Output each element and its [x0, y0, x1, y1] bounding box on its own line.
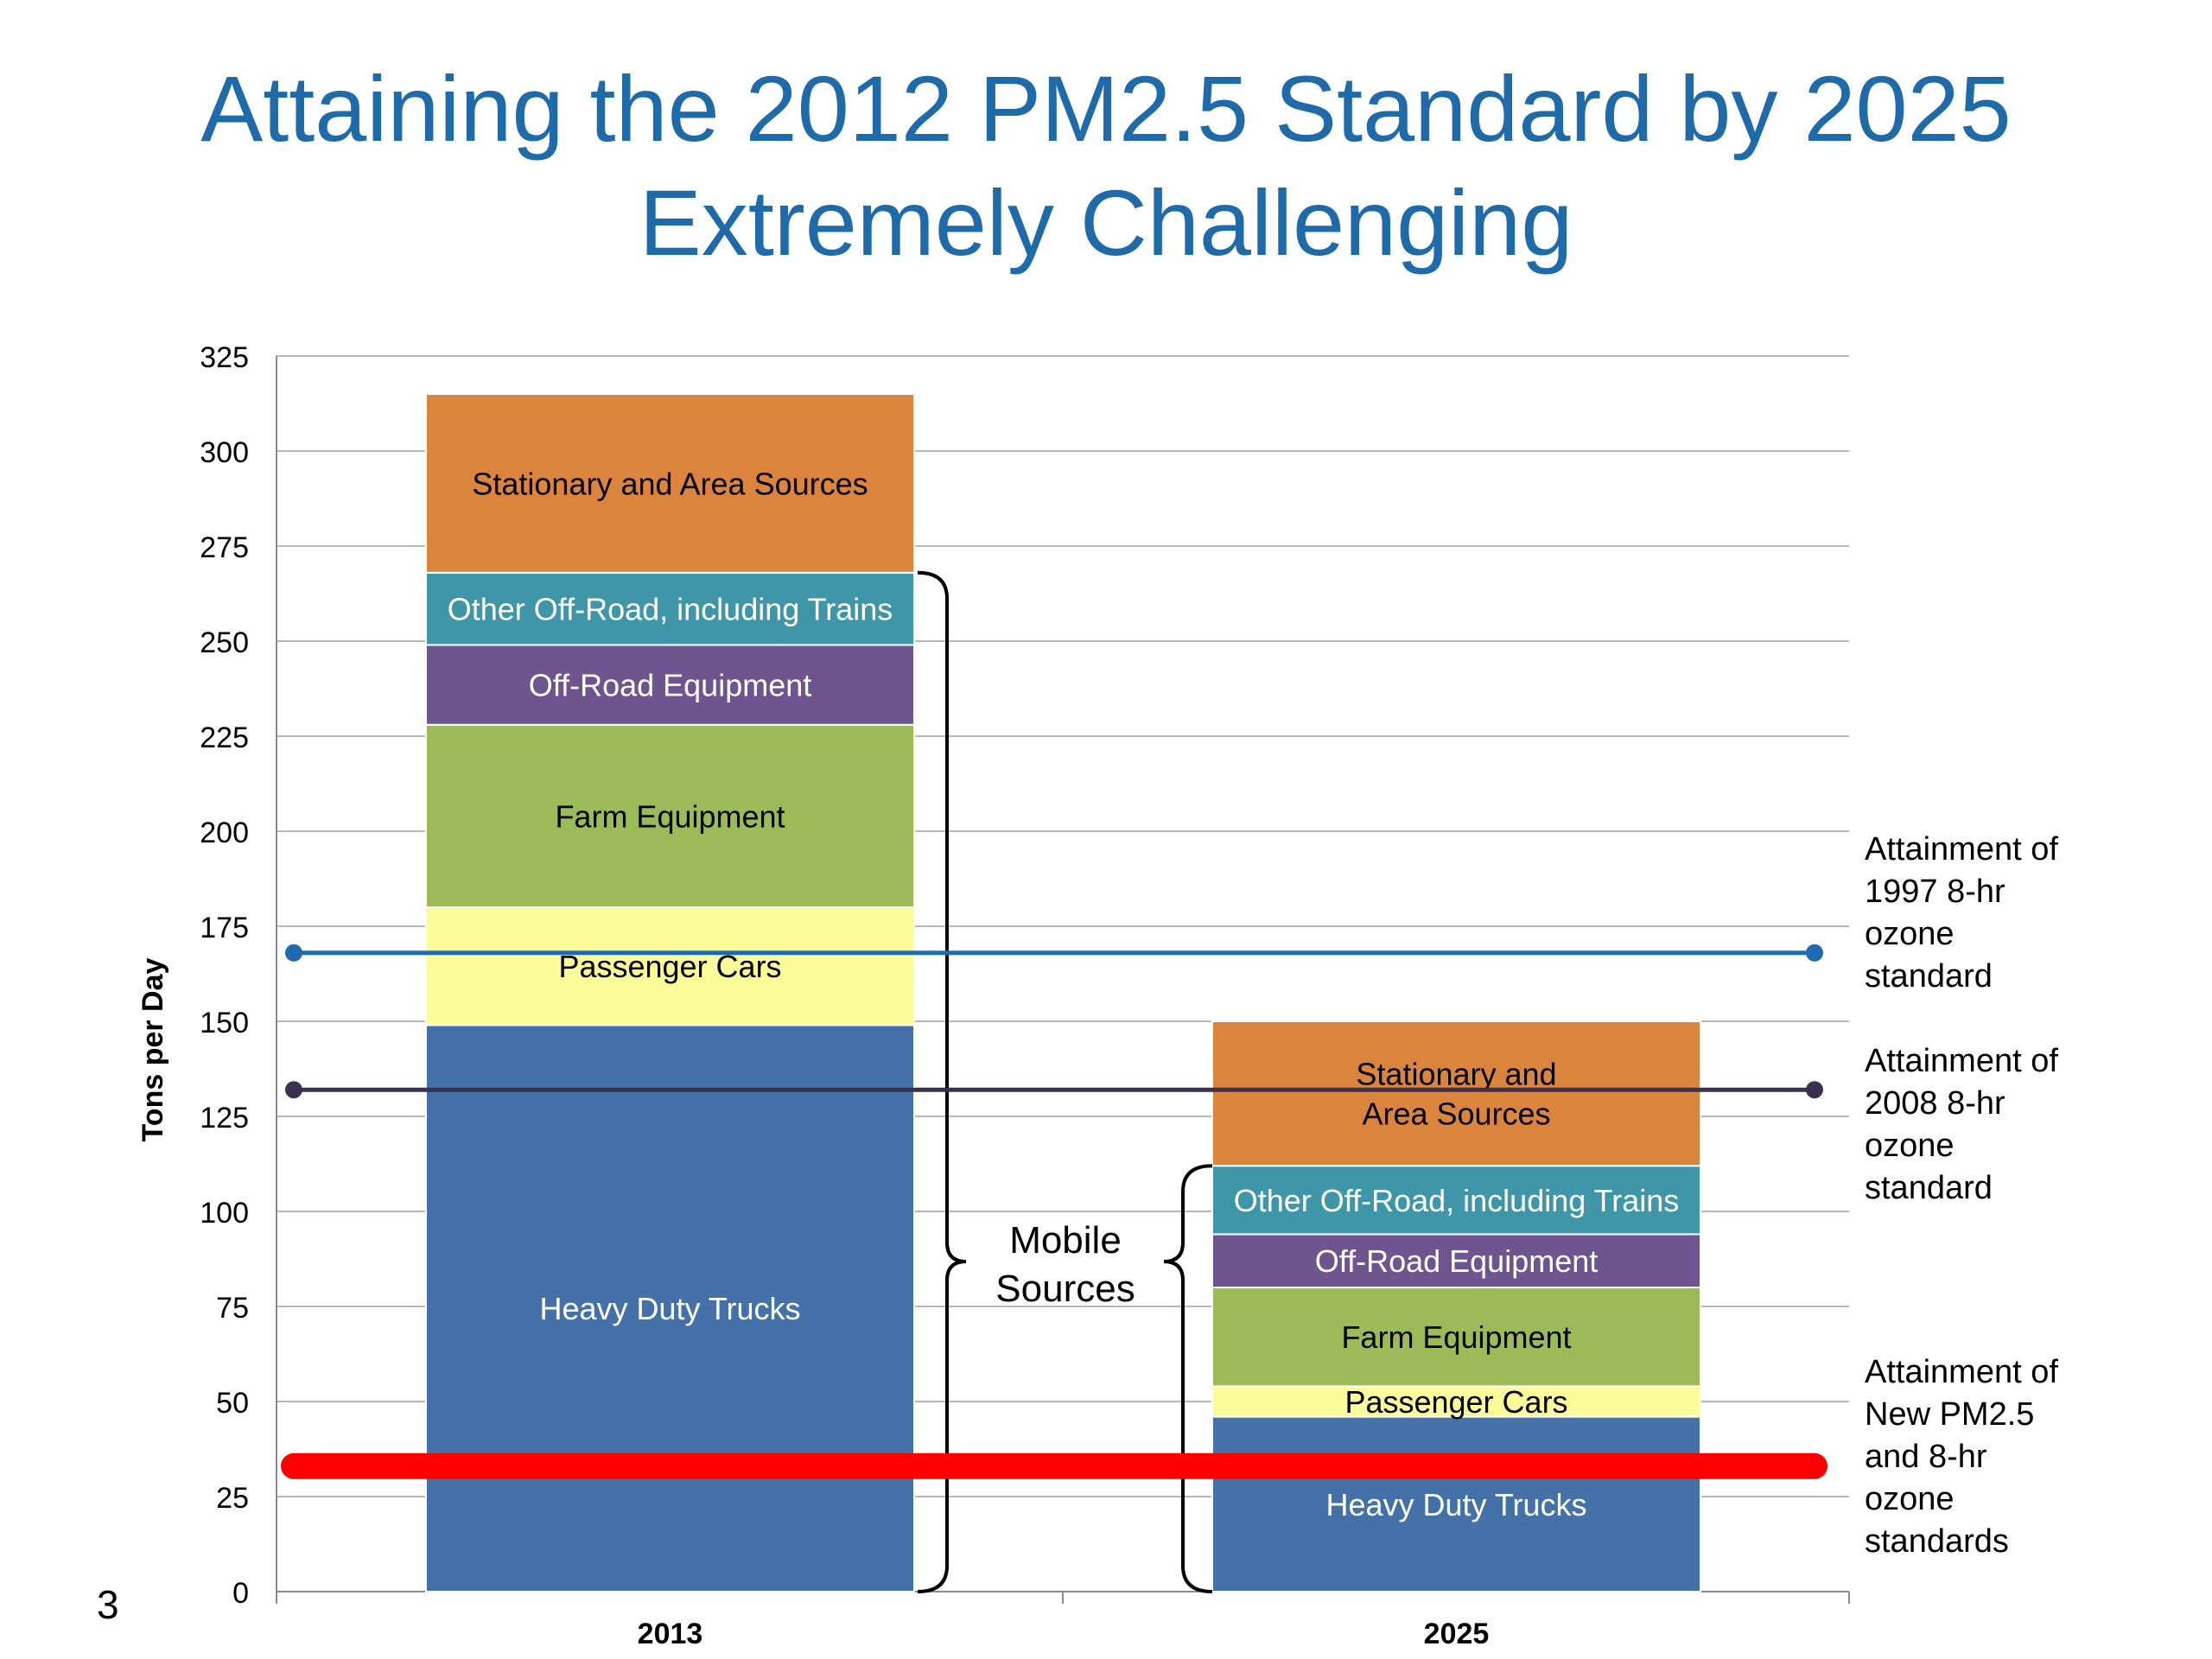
- y-tick-label-25: 25: [216, 1482, 249, 1515]
- x-tick-label-2013: 2013: [638, 1618, 703, 1650]
- bar-segment-farm-equipment-2025: [1211, 1287, 1701, 1388]
- reference-line-1-end-dot: [1806, 1081, 1823, 1099]
- reference-line-2-label-line-1: Attainment of: [1865, 1354, 2058, 1390]
- slide-title: Attaining the 2012 PM2.5 Standard by 202…: [0, 52, 2212, 280]
- bar-segment-passenger-cars-2013: [425, 906, 915, 1027]
- bar-segment-stationary-and-area-sources-2025: [1211, 1020, 1701, 1167]
- reference-line-2-label-line-3: and 8-hr: [1865, 1439, 1987, 1475]
- bar-label-heavy-duty-trucks-2013: Heavy Duty Trucks: [539, 1291, 800, 1326]
- y-axis-label: Tons per Day: [137, 957, 169, 1141]
- y-tick-label-0: 0: [232, 1577, 249, 1610]
- reference-line-0-end-dot: [1806, 944, 1823, 962]
- bar-segment-farm-equipment-2013: [425, 723, 915, 908]
- bar-segment-heavy-duty-trucks-2013: [425, 1024, 915, 1592]
- title-line-2: Extremely Challenging: [639, 170, 1573, 275]
- slide-page-number: 3: [97, 1582, 119, 1627]
- reference-line-0-label-line-1: Attainment of: [1865, 831, 2058, 868]
- bar-label-other-off-road-including-trains-2025: Other Off-Road, including Trains: [1234, 1183, 1680, 1218]
- reference-line-1-label-line-1: Attainment of: [1865, 1043, 2058, 1079]
- bar-label-passenger-cars-2025: Passenger Cars: [1344, 1384, 1567, 1420]
- y-tick-label-200: 200: [200, 817, 249, 849]
- y-tick-label-325: 325: [200, 341, 249, 374]
- reference-line-2-label-line-2: New PM2.5: [1865, 1396, 2034, 1433]
- reference-line-0-label-line-3: ozone: [1865, 916, 1955, 952]
- bar-segment-stationary-and-area-sources-2013: [425, 393, 915, 574]
- mobile-sources-bracket-2013: [917, 570, 967, 1593]
- bar-segment-off-road-equipment-2025: [1211, 1233, 1701, 1289]
- y-tick-label-75: 75: [216, 1292, 249, 1325]
- y-tick-label-100: 100: [200, 1197, 249, 1230]
- reference-line-2-label-line-4: ozone: [1865, 1481, 1955, 1517]
- reference-line-1-start-dot: [285, 1081, 302, 1099]
- mobile-sources-bracket-2025: [1163, 1164, 1213, 1593]
- bar-segment-heavy-duty-trucks-2025: [1211, 1415, 1701, 1592]
- mobile-sources-label-line-1: Mobile: [1009, 1219, 1122, 1262]
- y-tick-label-300: 300: [200, 436, 249, 469]
- reference-line-0-start-dot: [285, 944, 302, 962]
- y-tick-label-225: 225: [200, 721, 249, 754]
- y-tick-label-150: 150: [200, 1007, 249, 1039]
- bar-label-stationary-and-area-sources-2013: Stationary and Area Sources: [472, 466, 868, 501]
- bar-label-other-off-road-including-trains-2013: Other Off-Road, including Trains: [448, 592, 893, 627]
- bar-label-farm-equipment-2025: Farm Equipment: [1341, 1319, 1571, 1355]
- bar-segment-other-off-road-including-trains-2013: [425, 571, 915, 646]
- bar-label-stationary-and-area-sources-2025-line-2: Area Sources: [1362, 1096, 1550, 1132]
- mobile-sources-label-line-2: Sources: [995, 1268, 1135, 1310]
- bar-label-heavy-duty-trucks-2025: Heavy Duty Trucks: [1325, 1487, 1586, 1522]
- y-tick-label-50: 50: [216, 1387, 249, 1420]
- x-tick-label-2025: 2025: [1424, 1618, 1490, 1650]
- bar-label-off-road-equipment-2025: Off-Road Equipment: [1315, 1243, 1599, 1279]
- reference-line-0-label-line-4: standard: [1865, 958, 1993, 995]
- reference-line-0-label-line-2: 1997 8-hr: [1865, 874, 2005, 910]
- y-tick-label-275: 275: [200, 531, 249, 564]
- bar-label-off-road-equipment-2013: Off-Road Equipment: [529, 668, 812, 703]
- bar-label-stationary-and-area-sources-2025-line-1: Stationary and: [1356, 1057, 1556, 1092]
- bar-segment-off-road-equipment-2013: [425, 644, 915, 726]
- title-line-1: Attaining the 2012 PM2.5 Standard by 202…: [200, 56, 2012, 161]
- bar-segment-other-off-road-including-trains-2025: [1211, 1165, 1701, 1236]
- reference-line-1-label-line-4: standard: [1865, 1170, 1993, 1206]
- reference-line-2-label-line-5: standards: [1865, 1523, 2009, 1560]
- bar-label-farm-equipment-2013: Farm Equipment: [555, 798, 785, 834]
- reference-line-1-label-line-3: ozone: [1865, 1128, 1955, 1164]
- y-tick-label-175: 175: [200, 912, 249, 944]
- y-tick-label-250: 250: [200, 626, 249, 659]
- y-tick-label-125: 125: [200, 1102, 249, 1135]
- reference-line-1-label-line-2: 2008 8-hr: [1865, 1085, 2005, 1122]
